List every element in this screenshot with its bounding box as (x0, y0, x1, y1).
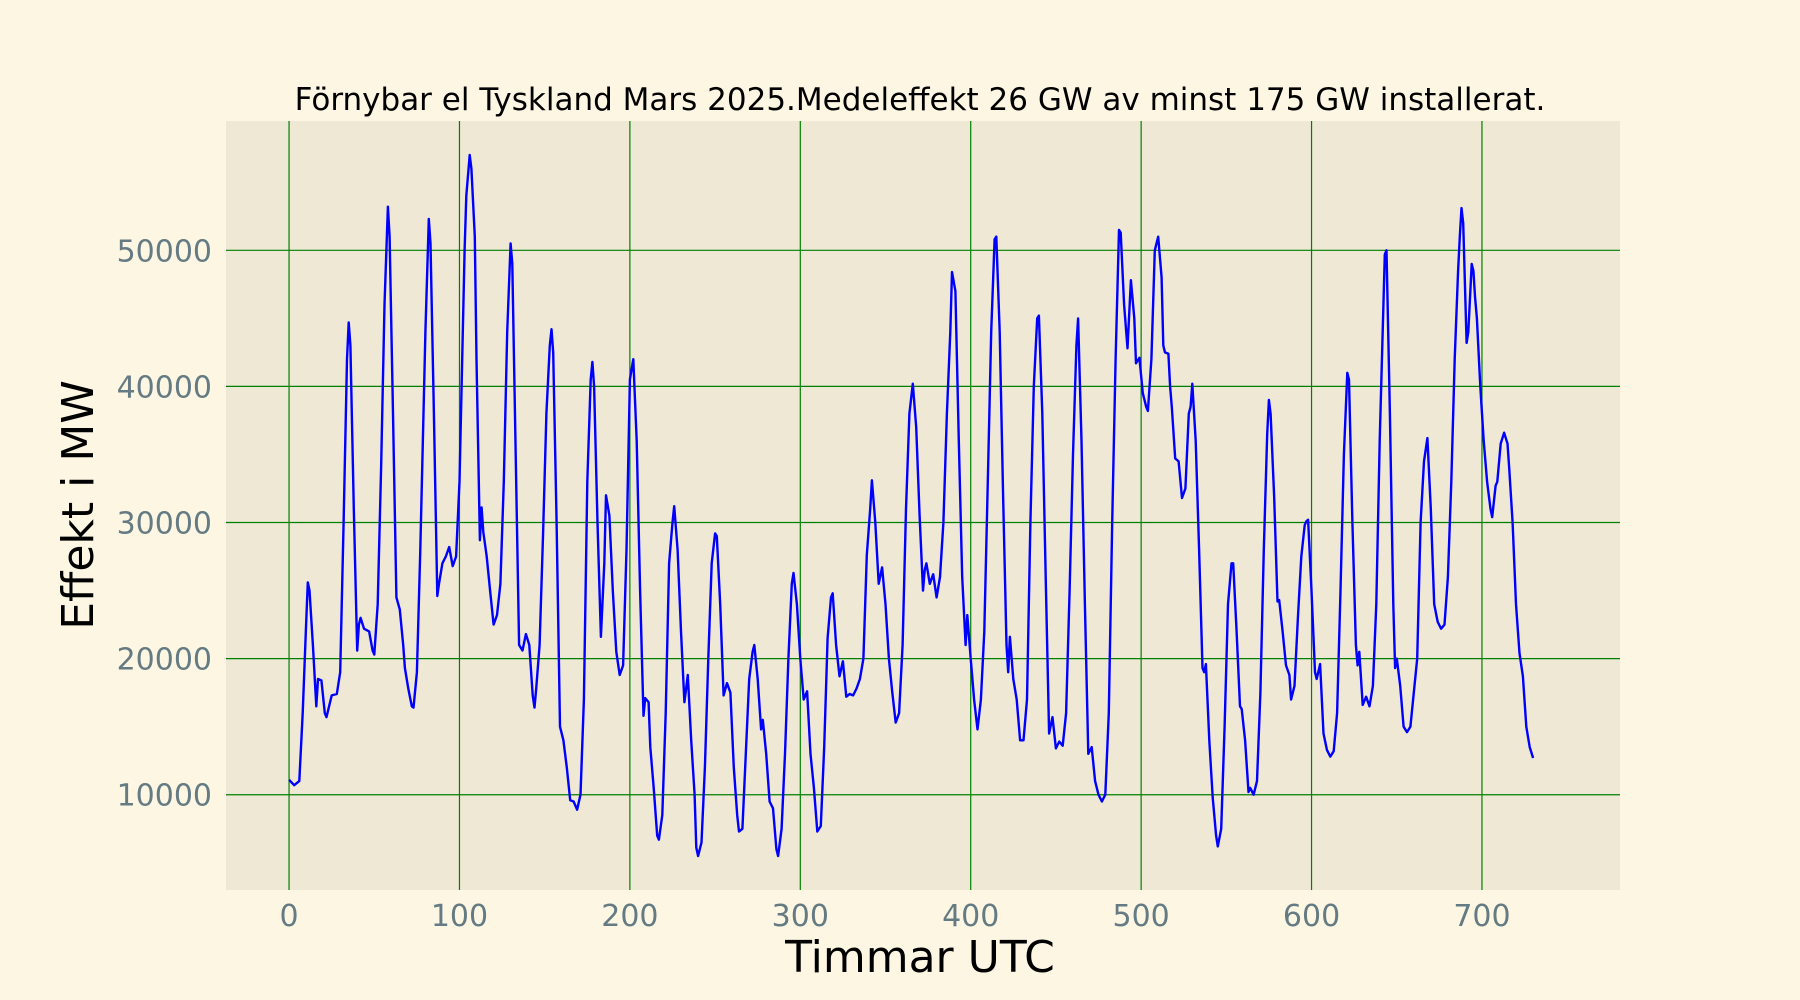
y-axis-ticks: 10000 20000 30000 40000 50000 (117, 234, 212, 813)
y-tick-label: 10000 (117, 779, 212, 814)
grid (226, 121, 1620, 890)
y-axis-label: Effekt i MW (53, 380, 104, 630)
y-tick-label: 40000 (117, 370, 212, 405)
x-tick-label: 200 (601, 899, 658, 934)
x-tick-label: 0 (280, 899, 299, 934)
x-tick-label: 700 (1453, 899, 1510, 934)
x-tick-label: 300 (772, 899, 829, 934)
x-tick-label: 600 (1283, 899, 1340, 934)
x-tick-label: 500 (1112, 899, 1169, 934)
x-tick-label: 100 (431, 899, 488, 934)
chart-title: Förnybar el Tyskland Mars 2025.Medeleffe… (295, 82, 1546, 118)
x-axis-label: Timmar UTC (784, 932, 1055, 983)
x-axis-ticks: 0 100 200 300 400 500 600 700 (280, 899, 1511, 934)
y-tick-label: 50000 (117, 234, 212, 269)
y-tick-label: 30000 (117, 507, 212, 542)
y-tick-label: 20000 (117, 643, 212, 678)
x-tick-label: 400 (942, 899, 999, 934)
series-line (288, 153, 1535, 858)
